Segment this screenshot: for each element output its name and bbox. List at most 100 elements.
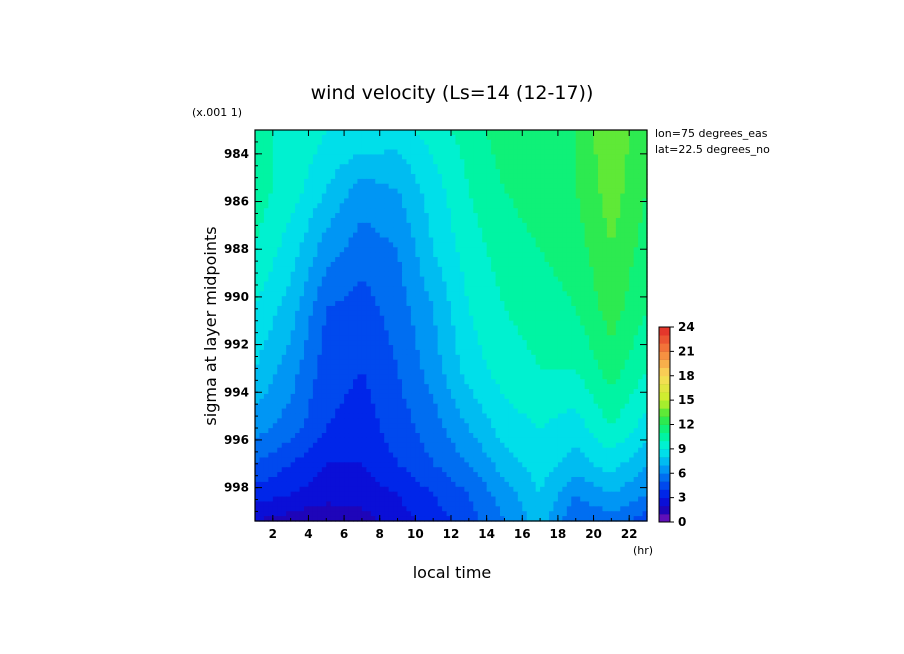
heatmap-cell: [433, 291, 439, 297]
heatmap-cell: [415, 349, 421, 356]
heatmap-cell: [557, 354, 563, 361]
heatmap-cell: [526, 261, 532, 268]
heatmap-cell: [406, 217, 412, 224]
heatmap-cell: [330, 291, 336, 297]
heatmap-cell: [638, 208, 644, 214]
heatmap-cell: [526, 403, 532, 410]
heatmap-cell: [410, 320, 416, 327]
heatmap-cell: [598, 335, 604, 341]
heatmap-cell: [575, 261, 581, 268]
heatmap-cell: [259, 320, 265, 327]
heatmap-cell: [348, 335, 354, 341]
heatmap-cell: [602, 213, 608, 219]
heatmap-cell: [433, 349, 439, 356]
heatmap-cell: [575, 183, 581, 190]
heatmap-cell: [540, 310, 546, 317]
heatmap-cell: [370, 257, 376, 263]
heatmap-cell: [375, 227, 381, 234]
heatmap-cell: [598, 369, 604, 375]
heatmap-cell: [263, 340, 269, 346]
heatmap-cell: [593, 379, 599, 385]
heatmap-cell: [491, 271, 497, 278]
heatmap-cell: [602, 335, 608, 341]
heatmap-cell: [366, 286, 372, 292]
heatmap-cell: [388, 188, 394, 195]
heatmap-cell: [384, 335, 390, 341]
heatmap-cell: [263, 198, 269, 204]
heatmap-cell: [446, 198, 452, 204]
heatmap-cell: [624, 364, 630, 371]
heatmap-cell: [361, 261, 367, 268]
heatmap-cell: [486, 242, 492, 248]
heatmap-cell: [272, 315, 278, 322]
heatmap-cell: [540, 247, 546, 253]
heatmap-cell: [575, 320, 581, 327]
heatmap-cell: [361, 154, 367, 160]
heatmap-cell: [566, 393, 572, 400]
heatmap-cell: [299, 325, 305, 331]
heatmap-cell: [366, 154, 372, 160]
heatmap-cell: [500, 213, 506, 219]
heatmap-cell: [326, 266, 332, 273]
heatmap-cell: [606, 178, 612, 185]
heatmap-cell: [522, 257, 528, 263]
heatmap-cell: [513, 178, 519, 185]
heatmap-cell: [562, 379, 568, 385]
heatmap-cell: [584, 291, 590, 297]
heatmap-cell: [410, 164, 416, 170]
heatmap-cell: [419, 188, 425, 195]
heatmap-cell: [633, 222, 639, 229]
heatmap-cell: [326, 403, 332, 410]
heatmap-cell: [584, 144, 590, 151]
heatmap-cell: [370, 247, 376, 253]
heatmap-cell: [451, 139, 457, 146]
heatmap-cell: [562, 217, 568, 224]
heatmap-cell: [330, 310, 336, 317]
heatmap-cell: [357, 193, 363, 200]
heatmap-cell: [624, 305, 630, 312]
heatmap-cell: [602, 232, 608, 239]
heatmap-cell: [348, 252, 354, 258]
heatmap-cell: [281, 164, 287, 170]
heatmap-cell: [633, 315, 639, 322]
heatmap-cell: [344, 242, 350, 248]
heatmap-cell: [526, 257, 532, 263]
heatmap-cell: [335, 305, 341, 312]
heatmap-cell: [321, 301, 327, 307]
heatmap-cell: [638, 130, 644, 136]
heatmap-cell: [464, 389, 470, 395]
heatmap-cell: [589, 393, 595, 400]
heatmap-cell: [263, 320, 269, 327]
heatmap-cell: [531, 203, 537, 209]
heatmap-cell: [544, 359, 550, 366]
heatmap-cell: [553, 183, 559, 190]
heatmap-cell: [344, 208, 350, 214]
heatmap-cell: [624, 281, 630, 287]
heatmap-cell: [433, 232, 439, 239]
heatmap-cell: [268, 305, 274, 312]
heatmap-cell: [473, 149, 479, 156]
heatmap-cell: [268, 247, 274, 253]
heatmap-cell: [455, 232, 461, 239]
heatmap-cell: [344, 247, 350, 253]
heatmap-cell: [633, 330, 639, 336]
heatmap-cell: [317, 257, 323, 263]
heatmap-cell: [419, 330, 425, 336]
heatmap-cell: [312, 393, 318, 400]
heatmap-cell: [304, 315, 310, 322]
heatmap-cell: [508, 379, 514, 385]
heatmap-cell: [339, 266, 345, 273]
heatmap-cell: [566, 217, 572, 224]
heatmap-cell: [589, 257, 595, 263]
heatmap-cell: [549, 149, 555, 156]
heatmap-cell: [388, 325, 394, 331]
heatmap-cell: [361, 169, 367, 175]
heatmap-cell: [295, 301, 301, 307]
heatmap-cell: [642, 154, 648, 160]
heatmap-cell: [272, 286, 278, 292]
heatmap-cell: [615, 154, 621, 160]
heatmap-cell: [611, 330, 617, 336]
heatmap-cell: [339, 134, 345, 141]
heatmap-cell: [419, 242, 425, 248]
heatmap-cell: [361, 237, 367, 244]
